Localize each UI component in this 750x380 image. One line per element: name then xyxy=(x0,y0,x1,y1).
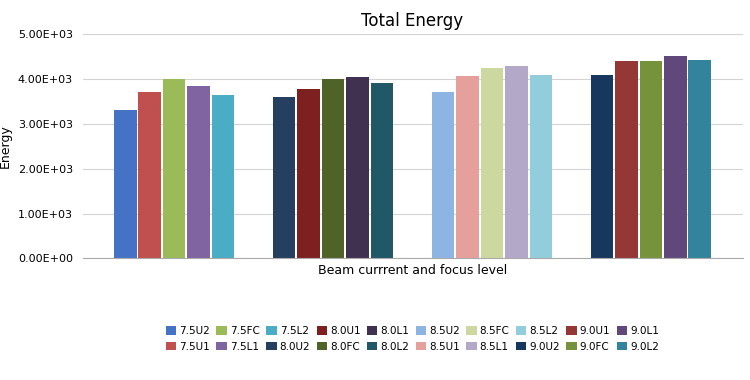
Bar xyxy=(370,82,393,258)
Bar xyxy=(530,74,552,258)
X-axis label: Beam currrent and focus level: Beam currrent and focus level xyxy=(318,264,507,277)
Title: Total Energy: Total Energy xyxy=(362,12,464,30)
Bar xyxy=(615,61,638,258)
Bar xyxy=(591,76,613,258)
Bar xyxy=(322,79,344,258)
Bar xyxy=(481,68,503,258)
Bar xyxy=(297,89,320,258)
Bar xyxy=(688,60,711,258)
Bar xyxy=(640,61,662,258)
Bar xyxy=(664,56,686,258)
Bar xyxy=(211,95,234,258)
Bar xyxy=(188,86,210,258)
Bar xyxy=(114,111,136,258)
Bar xyxy=(506,66,528,258)
Legend: 7.5U2, 7.5U1, 7.5FC, 7.5L1, 7.5L2, 8.0U2, 8.0U1, 8.0FC, 8.0L1, 8.0L2, 8.5U2, 8.5: 7.5U2, 7.5U1, 7.5FC, 7.5L1, 7.5L2, 8.0U2… xyxy=(166,326,659,352)
Bar xyxy=(346,77,369,258)
Bar xyxy=(163,79,185,258)
Bar xyxy=(456,76,478,258)
Bar xyxy=(432,92,454,258)
Y-axis label: Energy: Energy xyxy=(0,124,12,168)
Bar xyxy=(273,97,296,258)
Bar xyxy=(139,92,161,258)
